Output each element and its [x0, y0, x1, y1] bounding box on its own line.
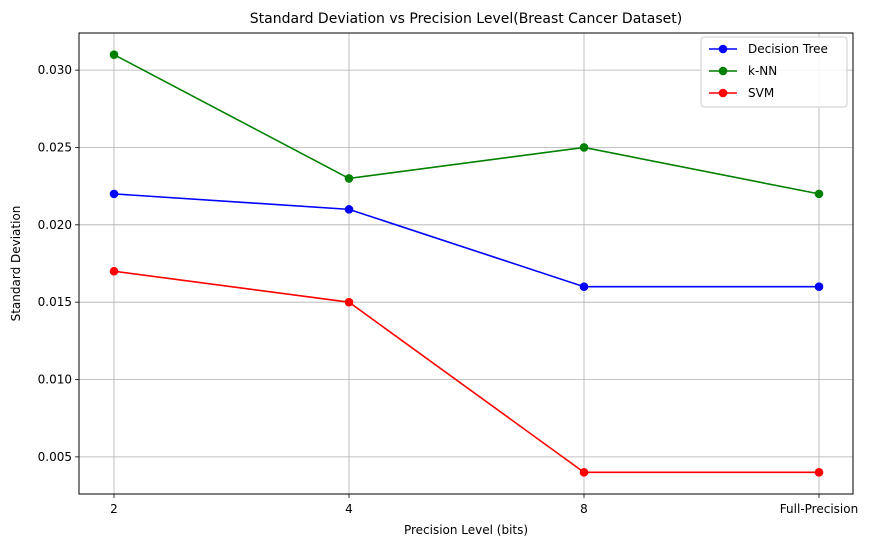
- data-point-decision-tree: [579, 282, 589, 292]
- data-point-k-nn: [579, 143, 589, 152]
- series-line-svm: [113, 270, 819, 474]
- data-point-svm: [814, 468, 824, 477]
- legend-marker-k-nn: [718, 66, 728, 76]
- data-point-svm: [344, 297, 354, 307]
- y-tick-label: 0.025: [38, 140, 72, 154]
- chart-title: Standard Deviation vs Precision Level(Br…: [250, 11, 682, 27]
- data-point-decision-tree: [814, 282, 824, 292]
- x-tick-label: Full-Precision: [780, 502, 858, 516]
- x-tick-label: 2: [110, 502, 118, 516]
- x-tick-label: 8: [580, 502, 588, 516]
- x-axis-label: Precision Level (bits): [404, 523, 528, 537]
- y-tick-label: 0.005: [38, 450, 72, 464]
- data-point-svm: [109, 266, 119, 276]
- series-layer: [109, 50, 824, 477]
- y-tick-label: 0.030: [38, 63, 72, 77]
- data-point-k-nn: [344, 174, 354, 183]
- data-point-k-nn: [109, 50, 119, 59]
- axis-ticks: 2 4 8 Full-Precision 0.005 0.010 0.015 0.020 0.0…: [38, 63, 859, 516]
- data-point-decision-tree: [109, 189, 119, 199]
- legend-marker-svm: [718, 88, 728, 98]
- y-tick-label: 0.020: [38, 218, 72, 232]
- y-tick-label: 0.015: [38, 295, 72, 309]
- legend-box: [700, 36, 848, 108]
- legend-label-k-nn: k-NN: [748, 64, 777, 78]
- legend: Decision Tree k-NN SVM: [700, 36, 848, 108]
- plot-area: [78, 32, 854, 495]
- series-line-decision-tree: [113, 193, 819, 288]
- legend-label-decision-tree: Decision Tree: [748, 42, 828, 56]
- data-point-svm: [579, 468, 589, 477]
- legend-marker-decision-tree: [718, 44, 728, 54]
- legend-label-svm: SVM: [748, 86, 774, 100]
- data-point-decision-tree: [344, 205, 354, 214]
- y-tick-label: 0.010: [38, 373, 72, 387]
- series-line-k-nn: [113, 53, 820, 195]
- x-tick-label: 4: [345, 502, 353, 516]
- data-point-k-nn: [814, 189, 824, 199]
- y-axis-label: Standard Deviation: [9, 206, 23, 322]
